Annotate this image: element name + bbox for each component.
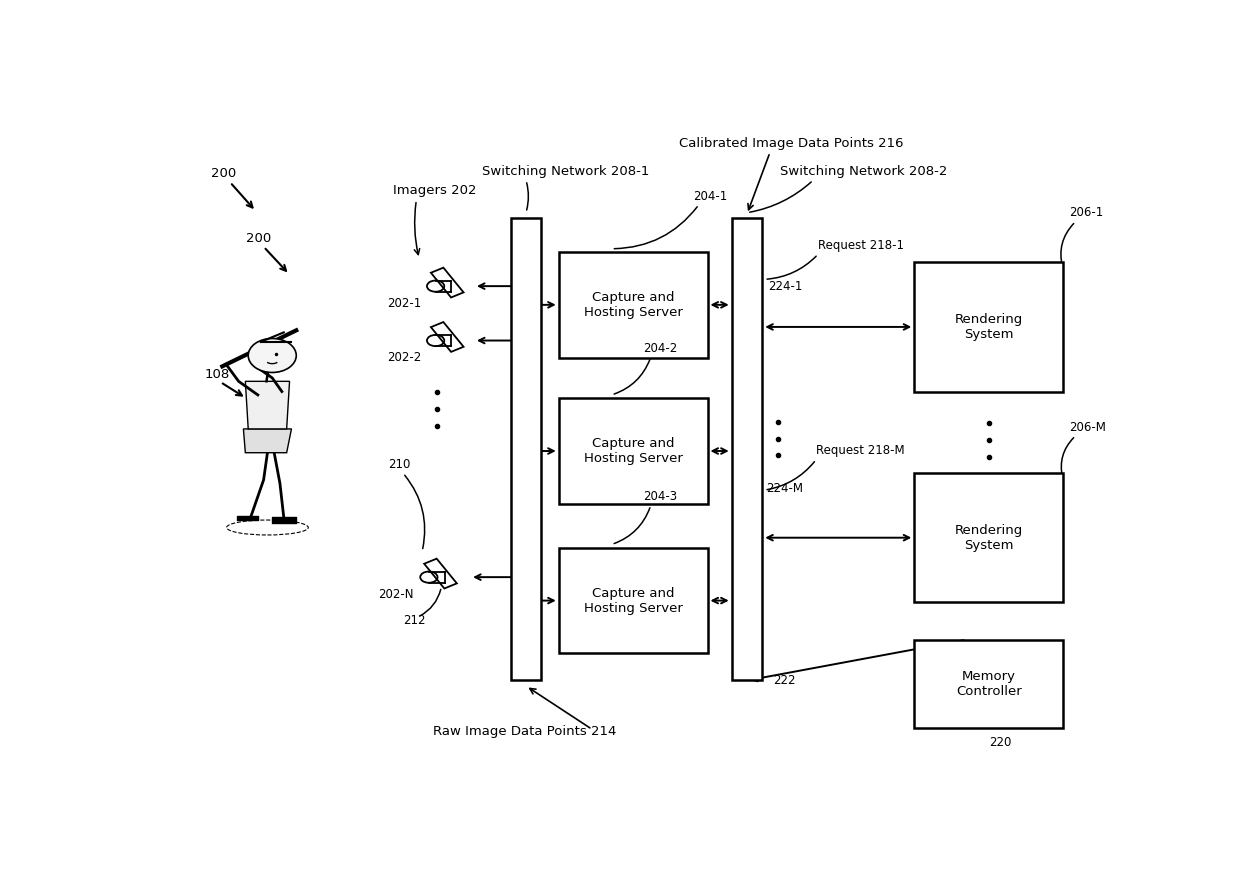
- Text: Imagers 202: Imagers 202: [393, 185, 477, 197]
- Text: 204-2: 204-2: [644, 342, 677, 355]
- Text: Request 218-M: Request 218-M: [816, 444, 905, 457]
- FancyBboxPatch shape: [914, 262, 1063, 391]
- Text: 202-N: 202-N: [378, 587, 413, 600]
- Text: 108: 108: [205, 368, 231, 381]
- Text: 222: 222: [773, 674, 795, 687]
- Text: 202-1: 202-1: [388, 297, 422, 310]
- Text: Switching Network 208-2: Switching Network 208-2: [780, 165, 947, 178]
- Text: 212: 212: [403, 614, 425, 627]
- Text: 200: 200: [211, 168, 236, 180]
- Text: 200: 200: [247, 232, 272, 245]
- Text: 206-M: 206-M: [1069, 421, 1106, 434]
- Text: Raw Image Data Points 214: Raw Image Data Points 214: [433, 725, 616, 738]
- Circle shape: [248, 338, 296, 373]
- Text: 210: 210: [388, 457, 410, 471]
- FancyBboxPatch shape: [511, 218, 542, 681]
- Text: 204-3: 204-3: [644, 490, 677, 503]
- FancyBboxPatch shape: [732, 218, 763, 681]
- Text: Rendering
System: Rendering System: [955, 313, 1023, 341]
- Polygon shape: [246, 381, 290, 429]
- Text: Capture and
Hosting Server: Capture and Hosting Server: [584, 291, 682, 319]
- FancyBboxPatch shape: [914, 639, 1063, 728]
- Text: 204-1: 204-1: [693, 190, 728, 203]
- Text: Rendering
System: Rendering System: [955, 524, 1023, 552]
- FancyBboxPatch shape: [914, 473, 1063, 602]
- Text: Request 218-1: Request 218-1: [818, 238, 904, 252]
- Text: 224-M: 224-M: [766, 482, 804, 495]
- FancyBboxPatch shape: [558, 547, 708, 653]
- FancyBboxPatch shape: [558, 398, 708, 503]
- Polygon shape: [243, 429, 291, 453]
- Text: Capture and
Hosting Server: Capture and Hosting Server: [584, 437, 682, 465]
- Text: 202-2: 202-2: [388, 351, 422, 364]
- Text: 224-1: 224-1: [768, 280, 802, 292]
- Text: Switching Network 208-1: Switching Network 208-1: [481, 165, 649, 178]
- Text: Capture and
Hosting Server: Capture and Hosting Server: [584, 586, 682, 615]
- Text: 220: 220: [990, 736, 1012, 750]
- Text: Calibrated Image Data Points 216: Calibrated Image Data Points 216: [678, 137, 903, 150]
- Text: Memory
Controller: Memory Controller: [956, 670, 1022, 698]
- Text: 206-1: 206-1: [1069, 206, 1104, 219]
- FancyBboxPatch shape: [558, 253, 708, 358]
